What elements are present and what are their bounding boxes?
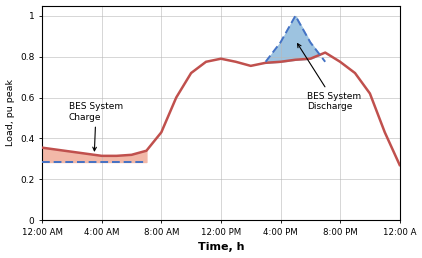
- Text: BES System
Charge: BES System Charge: [69, 102, 123, 151]
- Y-axis label: Load, pu peak: Load, pu peak: [5, 79, 14, 146]
- Text: BES System
Discharge: BES System Discharge: [298, 44, 362, 111]
- X-axis label: Time, h: Time, h: [197, 243, 244, 252]
